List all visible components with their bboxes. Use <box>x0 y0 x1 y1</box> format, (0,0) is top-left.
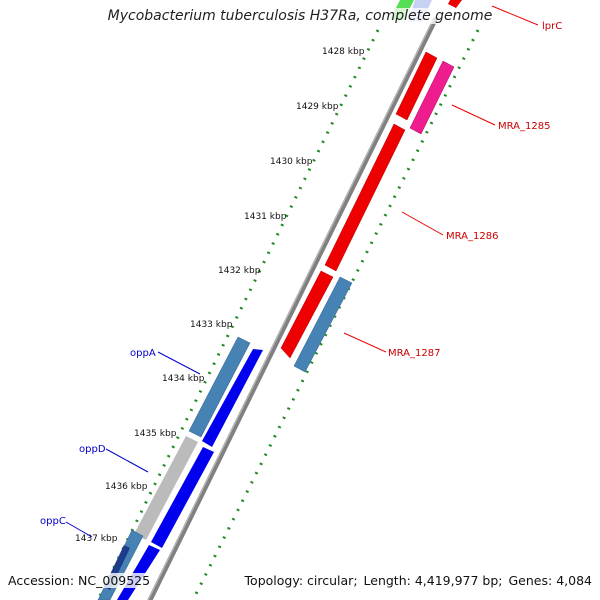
opp-blue-gene-2[interactable] <box>151 447 214 548</box>
mra1287b-gene-feature[interactable] <box>293 276 353 373</box>
genome-backbone <box>147 17 438 600</box>
tick-label: 1435 kbp <box>134 429 177 439</box>
gene-label-MRA_1286[interactable]: MRA_1286 <box>446 231 498 242</box>
gene-label-lprC[interactable]: lprC <box>542 21 562 32</box>
tick-labels: 1428 kbp 1429 kbp 1430 kbp 1431 kbp 1432… <box>75 47 365 544</box>
genome-summary: Topology: circular; Length: 4,419,977 bp… <box>244 573 592 588</box>
accession-value: NC_009525 <box>78 573 151 588</box>
genes-value: 4,084 <box>556 573 592 588</box>
tick-label: 1429 kbp <box>296 102 339 112</box>
accession-label: Accession: <box>8 573 75 588</box>
tick-rail-outer <box>96 29 380 600</box>
tick-label: 1430 kbp <box>270 157 313 167</box>
tick-label: 1431 kbp <box>244 212 287 222</box>
genes-label: Genes: <box>508 573 553 588</box>
mra1285-gene-feature[interactable] <box>395 51 438 121</box>
gene-label-oppD[interactable]: oppD <box>79 444 106 455</box>
tick-rail-inner <box>191 29 480 600</box>
mra1285-leader <box>451 104 496 126</box>
mra1286-gene-feature[interactable] <box>324 123 406 272</box>
oppc-leader <box>65 521 93 538</box>
oppa-gene-feature[interactable] <box>188 336 251 438</box>
tick-label: 1437 kbp <box>75 534 118 544</box>
opp-blue-gene-1[interactable] <box>202 349 263 447</box>
gene-label-MRA_1285[interactable]: MRA_1285 <box>498 121 550 132</box>
gene-label-oppA[interactable]: oppA <box>130 348 156 359</box>
lprc-gene-feature[interactable] <box>448 0 462 8</box>
tick-label: 1436 kbp <box>105 482 148 492</box>
tick-label: 1428 kbp <box>322 47 365 57</box>
length-value: 4,419,977 bp <box>414 573 499 588</box>
lprc-leader <box>491 5 539 26</box>
tick-label: 1434 kbp <box>162 374 205 384</box>
gene-label-oppC[interactable]: oppC <box>40 516 66 527</box>
tick-label: 1432 kbp <box>218 266 261 276</box>
oppd-grey-gene-feature[interactable] <box>134 436 198 540</box>
mra1287-leader <box>343 332 387 353</box>
mra1286-leader <box>401 211 444 236</box>
map-title: Mycobacterium tuberculosis H37Ra, comple… <box>0 8 600 24</box>
magenta-gene-feature[interactable] <box>409 60 455 135</box>
topology-label: Topology: <box>244 573 304 588</box>
topology-value: circular <box>307 573 354 588</box>
oppd-leader <box>105 448 149 473</box>
length-label: Length: <box>363 573 411 588</box>
oppa-leader <box>157 351 201 375</box>
tick-label: 1433 kbp <box>190 320 233 330</box>
gene-label-MRA_1287[interactable]: MRA_1287 <box>388 348 440 359</box>
accession-info: Accession: NC_009525 <box>8 573 151 588</box>
map-title-text: Mycobacterium tuberculosis H37Ra, comple… <box>104 8 496 24</box>
mra1287-gene-feature[interactable] <box>280 270 334 359</box>
